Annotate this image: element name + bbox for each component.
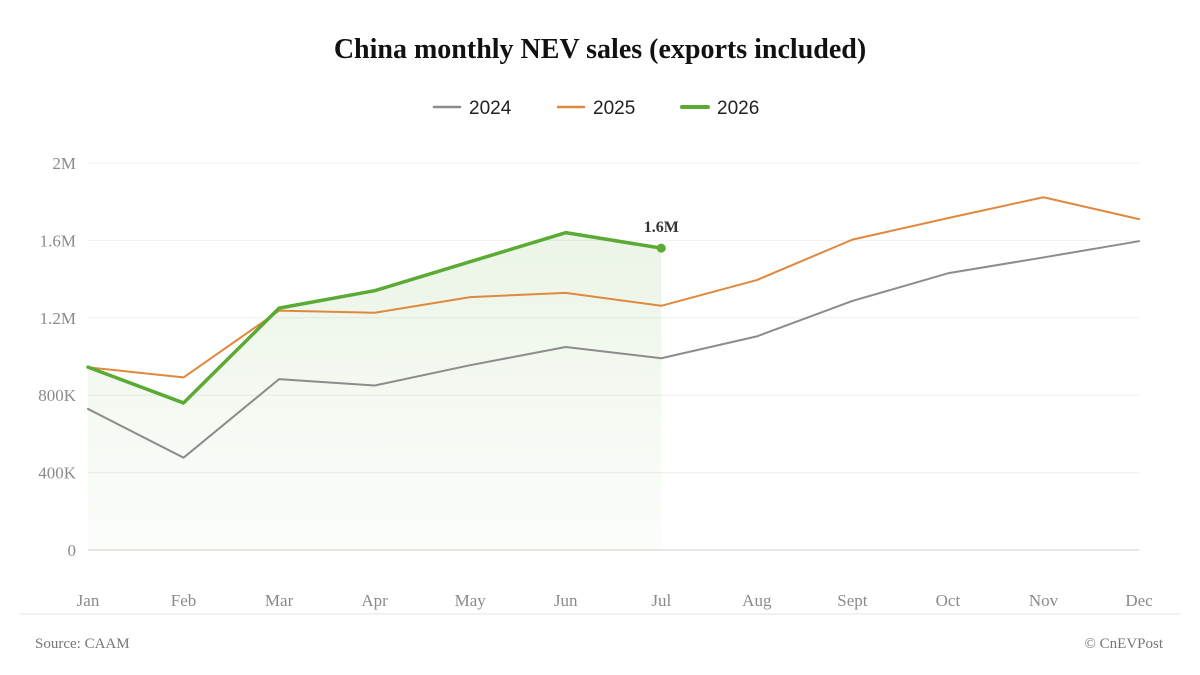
x-tick-label: May xyxy=(455,591,487,610)
series-2026-area xyxy=(88,232,662,550)
x-tick-label: Nov xyxy=(1029,591,1059,610)
x-tick-label: Mar xyxy=(265,591,294,610)
y-tick-label: 1.6M xyxy=(40,231,76,250)
x-tick-label: Oct xyxy=(936,591,961,610)
x-tick-label: Jun xyxy=(554,591,578,610)
y-tick-label: 400K xyxy=(38,464,77,483)
x-tick-label: Jan xyxy=(77,591,100,610)
y-tick-label: 800K xyxy=(38,386,77,405)
series-2026-end-marker xyxy=(656,243,666,253)
x-tick-label: Apr xyxy=(361,591,388,610)
source-text: Source: CAAM xyxy=(35,636,130,652)
x-tick-label: Dec xyxy=(1125,591,1153,610)
legend-label: 2026 xyxy=(717,98,759,119)
y-tick-label: 1.2M xyxy=(40,309,76,328)
y-axis: 0 400K 800K 1.2M 1.6M 2M xyxy=(38,154,77,560)
x-tick-label: Sept xyxy=(837,591,868,610)
series-line-2024 xyxy=(87,240,1140,459)
legend-item-2025: 2025 xyxy=(556,98,635,119)
series-line-2026 xyxy=(86,230,664,405)
legend-label: 2025 xyxy=(593,98,635,119)
legend: 2024 2025 2026 xyxy=(432,98,759,119)
x-tick-label: Jul xyxy=(651,591,671,610)
legend-item-2026: 2026 xyxy=(680,98,759,119)
x-tick-label: Aug xyxy=(742,591,772,610)
y-tick-label: 0 xyxy=(68,541,77,560)
credit-text: © CnEVPost xyxy=(1085,636,1164,652)
legend-label: 2024 xyxy=(469,98,512,119)
legend-item-2024: 2024 xyxy=(432,98,512,119)
data-label: 1.6M xyxy=(644,219,679,236)
chart-title: China monthly NEV sales (exports include… xyxy=(334,34,866,65)
x-tick-label: Feb xyxy=(171,591,197,610)
plot-area: 1.6M xyxy=(86,196,1140,550)
x-axis: Jan Feb Mar Apr May Jun Jul Aug Sept Oct Nov Dec xyxy=(77,591,1153,610)
y-tick-label: 2M xyxy=(52,154,76,173)
